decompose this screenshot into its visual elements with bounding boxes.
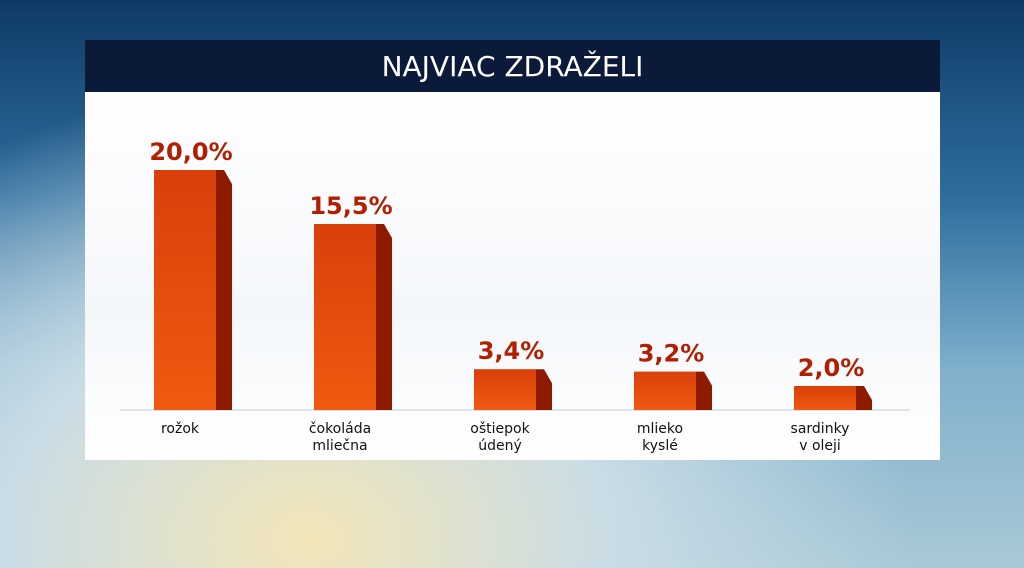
bar-side xyxy=(376,224,392,410)
bar xyxy=(474,369,536,410)
value-label: 3,4% xyxy=(478,337,545,365)
bar xyxy=(314,224,376,410)
x-tick-label: čokoláda mliečna xyxy=(308,421,372,454)
x-tick-label: sardinky v oleji xyxy=(790,421,850,454)
x-tick-label: rožok xyxy=(160,421,200,437)
value-label: 2,0% xyxy=(798,354,865,382)
bar xyxy=(154,170,216,410)
chart-title: NAJVIAC ZDRAŽELI xyxy=(85,40,940,92)
value-label: 3,2% xyxy=(638,340,705,368)
bar-side xyxy=(696,371,712,410)
value-label: 20,0% xyxy=(149,138,232,166)
bar xyxy=(794,386,856,410)
bar-side xyxy=(536,369,552,410)
bar-side xyxy=(216,170,232,410)
bar-side xyxy=(856,386,872,410)
x-tick-label: mlieko kyslé xyxy=(636,421,684,454)
x-tick-label: oštiepok údený xyxy=(470,421,530,454)
value-label: 15,5% xyxy=(309,192,392,220)
bar xyxy=(634,371,696,410)
